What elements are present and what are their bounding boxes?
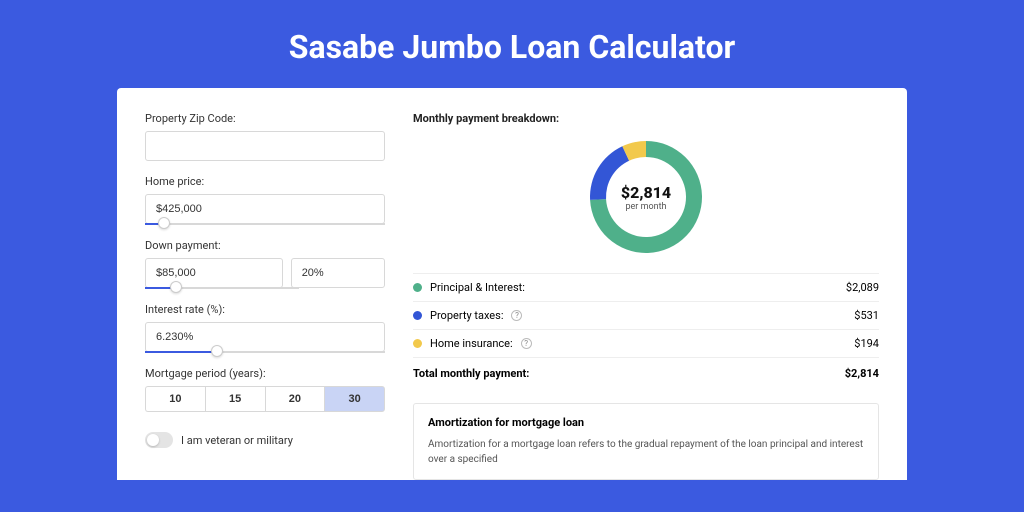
- home-price-slider-thumb[interactable]: [158, 217, 170, 229]
- down-payment-slider-thumb[interactable]: [170, 281, 182, 293]
- line-item: Property taxes:? $531: [413, 301, 879, 329]
- interest-rate-label: Interest rate (%):: [145, 303, 385, 316]
- zip-input[interactable]: [145, 131, 385, 161]
- down-payment-label: Down payment:: [145, 239, 385, 252]
- help-icon[interactable]: ?: [511, 310, 522, 321]
- mortgage-period-label: Mortgage period (years):: [145, 367, 385, 380]
- swatch-icon: [413, 339, 422, 348]
- line-item-label: Principal & Interest:: [430, 281, 525, 294]
- donut-sub: per month: [625, 202, 666, 212]
- mortgage-period-group: Mortgage period (years): 10152030: [145, 367, 385, 412]
- donut-chart: $2,814 per month: [586, 137, 706, 257]
- down-payment-slider[interactable]: [145, 287, 299, 289]
- total-amount: $2,814: [845, 367, 879, 380]
- total-label: Total monthly payment:: [413, 367, 529, 380]
- total-row: Total monthly payment: $2,814: [413, 358, 879, 389]
- interest-rate-input[interactable]: [145, 322, 385, 352]
- interest-rate-slider-thumb[interactable]: [211, 345, 223, 357]
- down-payment-percent-input[interactable]: [291, 258, 385, 288]
- swatch-icon: [413, 311, 422, 320]
- zip-field-group: Property Zip Code:: [145, 112, 385, 161]
- period-btn-30[interactable]: 30: [324, 386, 385, 412]
- donut-chart-wrap: $2,814 per month: [413, 137, 879, 257]
- amortization-text: Amortization for a mortgage loan refers …: [428, 437, 864, 467]
- breakdown-title: Monthly payment breakdown:: [413, 112, 879, 125]
- line-item: Principal & Interest: $2,089: [413, 273, 879, 301]
- amortization-title: Amortization for mortgage loan: [428, 416, 864, 429]
- input-column: Property Zip Code: Home price: Down paym…: [145, 112, 385, 480]
- down-payment-amount-input[interactable]: [145, 258, 283, 288]
- period-btn-20[interactable]: 20: [265, 386, 325, 412]
- home-price-input[interactable]: [145, 194, 385, 224]
- veteran-toggle-row: I am veteran or military: [145, 432, 385, 448]
- line-item-label: Home insurance:: [430, 337, 513, 350]
- interest-rate-slider[interactable]: [145, 351, 385, 353]
- veteran-toggle[interactable]: [145, 432, 173, 448]
- interest-rate-group: Interest rate (%):: [145, 303, 385, 353]
- swatch-icon: [413, 283, 422, 292]
- home-price-group: Home price:: [145, 175, 385, 225]
- line-item: Home insurance:? $194: [413, 329, 879, 358]
- line-item-amount: $2,089: [846, 281, 879, 294]
- veteran-label: I am veteran or military: [181, 434, 293, 447]
- breakdown-column: Monthly payment breakdown: $2,814 per mo…: [413, 112, 879, 480]
- help-icon[interactable]: ?: [521, 338, 532, 349]
- period-btn-15[interactable]: 15: [205, 386, 265, 412]
- line-item-amount: $531: [854, 309, 879, 322]
- line-item-label: Property taxes:: [430, 309, 503, 322]
- amortization-box: Amortization for mortgage loan Amortizat…: [413, 403, 879, 480]
- down-payment-group: Down payment:: [145, 239, 385, 289]
- home-price-label: Home price:: [145, 175, 385, 188]
- line-item-amount: $194: [854, 337, 879, 350]
- page-title: Sasabe Jumbo Loan Calculator: [0, 0, 1024, 88]
- zip-label: Property Zip Code:: [145, 112, 385, 125]
- home-price-slider[interactable]: [145, 223, 385, 225]
- donut-amount: $2,814: [621, 183, 671, 202]
- calculator-card: Property Zip Code: Home price: Down paym…: [117, 88, 907, 480]
- period-btn-10[interactable]: 10: [145, 386, 205, 412]
